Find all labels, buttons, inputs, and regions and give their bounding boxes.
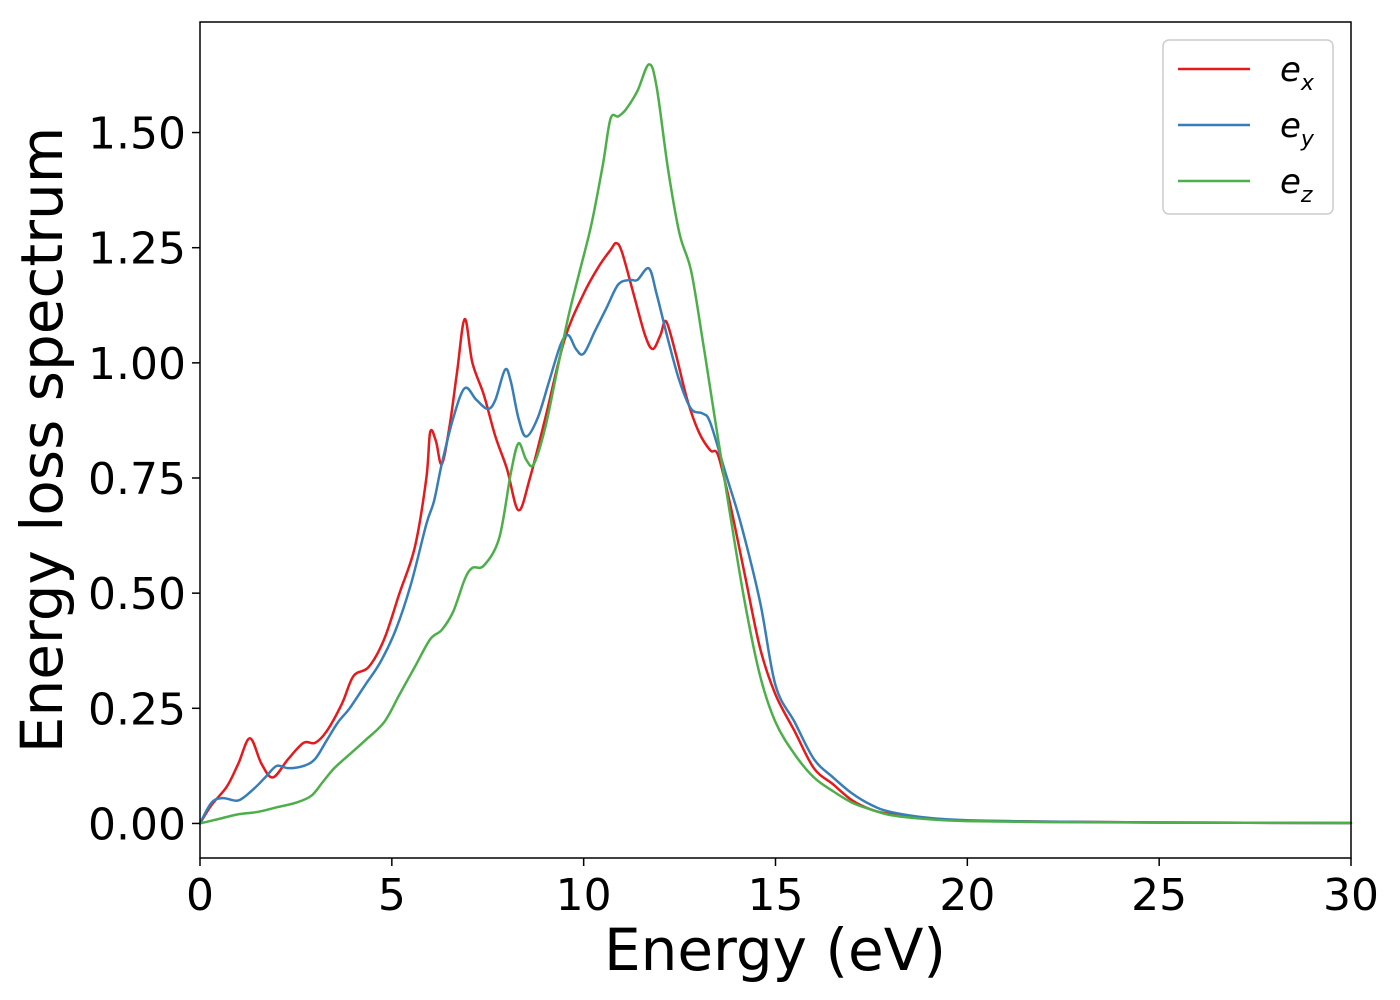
x-axis: 0 5 10 15 20 25 30: [186, 858, 1379, 921]
series-layer: [198, 63, 1353, 825]
x-tick-label: 20: [939, 870, 995, 921]
x-axis-title: Energy (eV): [604, 916, 946, 984]
legend-box: [1162, 39, 1334, 215]
y-tick-label: 0.25: [88, 684, 186, 735]
x-tick-label: 5: [378, 870, 406, 921]
x-tick-label: 10: [556, 870, 612, 921]
legend-label-y: ey: [1280, 106, 1315, 152]
y-tick-label: 0.00: [88, 799, 186, 850]
y-tick-label: 1.50: [88, 109, 186, 160]
x-tick-label: 15: [748, 870, 804, 921]
y-tick-label: 0.75: [88, 454, 186, 505]
series-line-z: [198, 63, 1353, 825]
x-tick-label: 25: [1131, 870, 1187, 921]
series-line-y: [198, 266, 1353, 825]
x-tick-label: 30: [1323, 870, 1379, 921]
y-tick-label: 1.00: [88, 339, 186, 390]
x-tick-label: 0: [186, 870, 214, 921]
legend-label-z: ez: [1280, 162, 1313, 208]
legend: ex ey ez: [1162, 39, 1334, 215]
y-tick-label: 0.50: [88, 569, 186, 620]
legend-label-x: ex: [1280, 50, 1315, 96]
y-tick-label: 1.25: [88, 224, 186, 275]
y-axis-title: Energy loss spectrum: [8, 127, 76, 753]
y-axis: 0.00 0.25 0.50 0.75 1.00 1.25 1.50: [88, 109, 200, 850]
